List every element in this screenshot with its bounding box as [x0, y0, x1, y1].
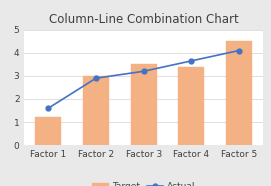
Title: Column-Line Combination Chart: Column-Line Combination Chart: [49, 13, 238, 26]
Legend: Target, Actual: Target, Actual: [92, 182, 195, 186]
Bar: [35, 117, 62, 145]
Bar: [83, 76, 109, 145]
Bar: [226, 41, 252, 145]
Bar: [131, 64, 157, 145]
Bar: [178, 67, 204, 145]
